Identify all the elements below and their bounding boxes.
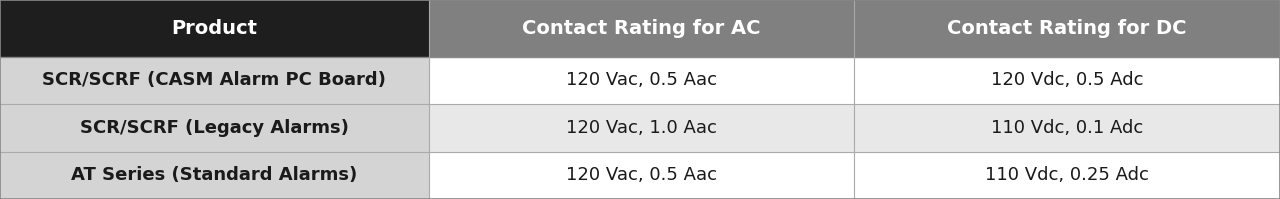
Bar bbox=[855, 57, 1280, 104]
Text: Contact Rating for DC: Contact Rating for DC bbox=[947, 19, 1187, 38]
Text: 120 Vac, 0.5 Aac: 120 Vac, 0.5 Aac bbox=[566, 166, 717, 184]
Bar bbox=[855, 104, 1280, 152]
Bar bbox=[855, 152, 1280, 199]
Text: Contact Rating for AC: Contact Rating for AC bbox=[522, 19, 760, 38]
Bar bbox=[429, 152, 855, 199]
Text: 110 Vdc, 0.1 Adc: 110 Vdc, 0.1 Adc bbox=[991, 119, 1143, 137]
Bar bbox=[429, 57, 855, 104]
Bar bbox=[429, 104, 855, 152]
Text: 120 Vac, 1.0 Aac: 120 Vac, 1.0 Aac bbox=[566, 119, 717, 137]
Text: SCR/SCRF (Legacy Alarms): SCR/SCRF (Legacy Alarms) bbox=[79, 119, 349, 137]
Bar bbox=[855, 0, 1280, 57]
Bar bbox=[0, 0, 429, 57]
Bar bbox=[0, 152, 429, 199]
Text: 120 Vdc, 0.5 Adc: 120 Vdc, 0.5 Adc bbox=[991, 71, 1143, 89]
Bar bbox=[0, 57, 429, 104]
Text: 120 Vac, 0.5 Aac: 120 Vac, 0.5 Aac bbox=[566, 71, 717, 89]
Bar bbox=[429, 0, 855, 57]
Text: AT Series (Standard Alarms): AT Series (Standard Alarms) bbox=[72, 166, 357, 184]
Text: Product: Product bbox=[172, 19, 257, 38]
Text: SCR/SCRF (CASM Alarm PC Board): SCR/SCRF (CASM Alarm PC Board) bbox=[42, 71, 387, 89]
Bar bbox=[0, 104, 429, 152]
Text: 110 Vdc, 0.25 Adc: 110 Vdc, 0.25 Adc bbox=[986, 166, 1149, 184]
